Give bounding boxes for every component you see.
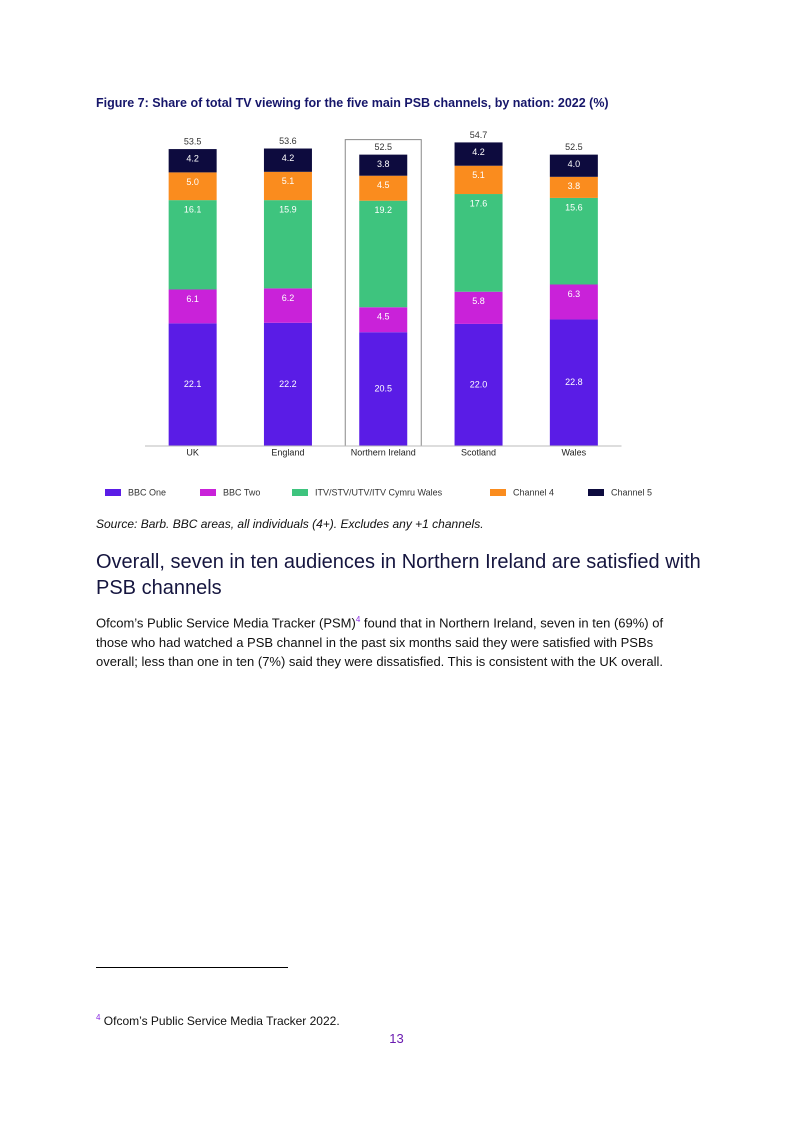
bar-segment (454, 142, 503, 166)
legend-swatch (588, 489, 604, 496)
bar-segment (168, 289, 217, 324)
value-label: 20.5 (374, 383, 392, 393)
x-tick-label: Northern Ireland (351, 447, 416, 457)
total-label: 53.6 (279, 136, 297, 146)
footnote-rule (96, 967, 288, 968)
value-label: 4.2 (186, 153, 199, 163)
value-label: 4.2 (472, 147, 485, 157)
bar-segment (359, 332, 408, 446)
total-label: 52.5 (374, 142, 392, 152)
bar-segment (549, 284, 598, 320)
bar-segment (263, 171, 312, 201)
legend-label: Channel 4 (513, 487, 554, 497)
bar-segment (549, 176, 598, 198)
value-label: 6.3 (568, 289, 581, 299)
footnote-ref: 4 (355, 615, 361, 624)
bar-segment (263, 288, 312, 323)
value-label: 22.0 (470, 379, 488, 389)
footnote-text: Ofcom’s Public Service Media Tracker 202… (100, 1014, 340, 1028)
bar-segment (454, 323, 503, 446)
bar-segment (168, 200, 217, 290)
value-label: 5.1 (282, 176, 295, 186)
bar-segment (549, 197, 598, 285)
bar-segment (168, 172, 217, 201)
value-label: 4.5 (377, 312, 390, 322)
legend-label: BBC One (128, 487, 166, 497)
value-label: 5.8 (472, 296, 485, 306)
bar-segment (263, 148, 312, 172)
value-label: 16.1 (184, 205, 202, 215)
value-label: 17.6 (470, 198, 488, 208)
value-label: 19.2 (374, 205, 392, 215)
bar-segment (454, 291, 503, 324)
value-label: 5.1 (472, 170, 485, 180)
bar-segment (454, 165, 503, 195)
bar-segment (549, 154, 598, 177)
legend-label: BBC Two (223, 487, 260, 497)
footnote-marker: 4 (96, 1013, 101, 1022)
bar-segment (263, 322, 312, 446)
bar-segment (359, 175, 408, 201)
value-label: 15.6 (565, 202, 583, 212)
bar-segment (359, 200, 408, 308)
total-label: 54.7 (470, 130, 488, 140)
legend-label: ITV/STV/UTV/ITV Cymru Wales (315, 487, 443, 497)
value-label: 22.8 (565, 377, 583, 387)
x-tick-label: UK (186, 447, 199, 457)
legend-label: Channel 5 (611, 487, 652, 497)
value-label: 5.0 (186, 177, 199, 187)
legend-swatch (200, 489, 216, 496)
legend-swatch (292, 489, 308, 496)
paragraph: Ofcom’s Public Service Media Tracker (PS… (96, 610, 696, 672)
footnote: 4 Ofcom’s Public Service Media Tracker 2… (96, 1013, 340, 1028)
bar-segment (263, 200, 312, 289)
source-note: Source: Barb. BBC areas, all individuals… (96, 517, 484, 531)
bar-segment (549, 319, 598, 446)
x-tick-label: Wales (562, 447, 587, 457)
value-label: 22.1 (184, 379, 202, 389)
bar-segment (454, 194, 503, 292)
value-label: 3.8 (568, 181, 581, 191)
legend-swatch (490, 489, 506, 496)
value-label: 4.5 (377, 180, 390, 190)
chart: 22.1 6.1 16.1 5.0 4.2 53.5 UK 22.2 6.2 15.9 5.1 4.2… (105, 130, 652, 497)
bar-segment (359, 154, 408, 176)
text: found that in Northern Ireland, seven in… (96, 615, 664, 670)
section-heading: Overall, seven in ten audiences in North… (96, 551, 701, 599)
text: Ofcom’s Public Service Media Tracker (PS… (96, 615, 356, 631)
value-label: 15.9 (279, 205, 297, 215)
page-number: 13 (389, 1031, 404, 1046)
x-tick-label: England (271, 447, 304, 457)
figure-title: Figure 7: Share of total TV viewing for … (96, 96, 609, 110)
total-label: 52.5 (565, 142, 583, 152)
bar-segment (168, 323, 217, 446)
bar-segment (359, 307, 408, 333)
value-label: 22.2 (279, 379, 297, 389)
bar-segment (168, 149, 217, 173)
value-label: 6.2 (282, 293, 295, 303)
legend-swatch (105, 489, 121, 496)
value-label: 4.0 (568, 159, 581, 169)
total-label: 53.5 (184, 136, 202, 146)
value-label: 4.2 (282, 153, 295, 163)
x-tick-label: Scotland (461, 447, 496, 457)
value-label: 3.8 (377, 159, 390, 169)
value-label: 6.1 (186, 294, 199, 304)
